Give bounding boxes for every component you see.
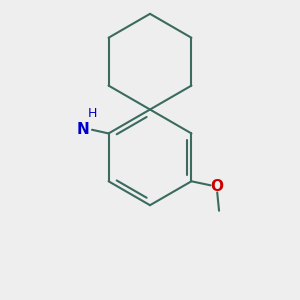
Text: O: O xyxy=(211,179,224,194)
Text: H: H xyxy=(87,107,97,120)
Text: N: N xyxy=(76,122,89,137)
